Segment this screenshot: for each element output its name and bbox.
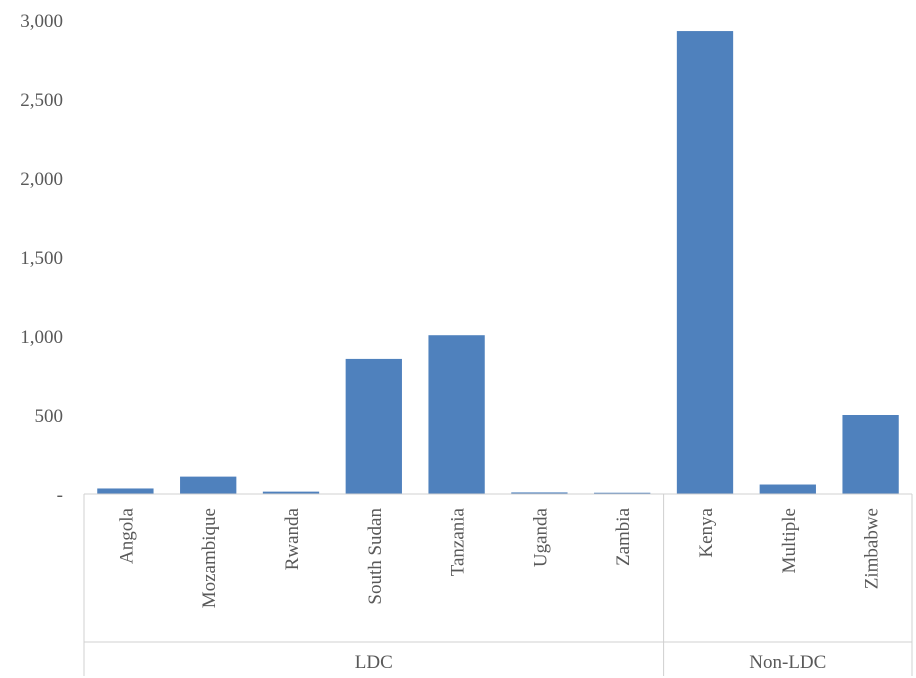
x-category-label: Zimbabwe: [862, 508, 883, 589]
x-category-label: Multiple: [779, 508, 800, 573]
bar-mozambique: [180, 476, 237, 494]
y-axis: - 500 1,000 1,500 2,000 2,500 3,000: [20, 11, 63, 506]
x-category-label: Mozambique: [199, 508, 220, 608]
y-tick-label: 500: [35, 406, 64, 427]
bar-zimbabwe: [842, 415, 899, 494]
bar-kenya: [676, 31, 734, 495]
x-category-label: Zambia: [613, 507, 634, 566]
bar-tanzania: [428, 335, 485, 494]
y-tick-label: 2,500: [20, 90, 63, 111]
bar-zambia: [594, 492, 651, 494]
x-group-label: Non-LDC: [749, 652, 826, 673]
y-tick-label: 3,000: [20, 11, 63, 32]
x-category-label: Uganda: [530, 507, 551, 567]
bar-multiple: [759, 484, 816, 494]
y-tick-label: 1,000: [20, 327, 63, 348]
x-category-label: Tanzania: [448, 507, 469, 576]
x-category-label: Angola: [116, 507, 137, 564]
bar-angola: [97, 488, 154, 494]
y-tick-label: 2,000: [20, 169, 63, 190]
x-group-label: LDC: [355, 652, 393, 673]
y-tick-label: 1,500: [20, 248, 63, 269]
y-tick-label: -: [57, 485, 63, 506]
bar-south-sudan: [345, 358, 402, 494]
bar-rwanda: [262, 491, 320, 494]
x-category-label: Kenya: [696, 507, 717, 557]
x-axis: Angola Mozambique Rwanda South Sudan Tanzani…: [83, 493, 913, 676]
x-category-label: South Sudan: [365, 508, 386, 605]
bar-uganda: [511, 492, 568, 494]
x-category-label: Rwanda: [282, 507, 303, 570]
bars: [97, 31, 899, 495]
